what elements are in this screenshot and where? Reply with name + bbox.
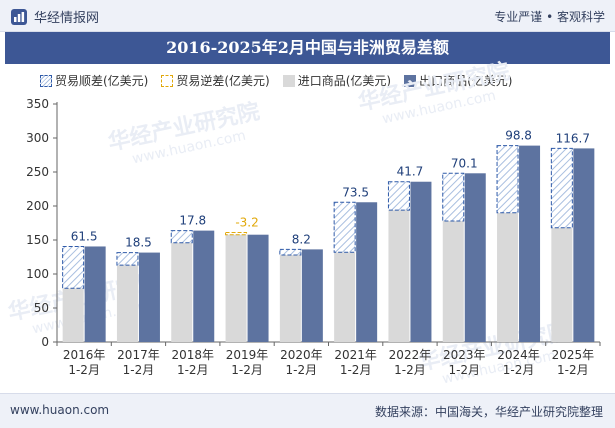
footer-bar: www.huaon.com 数据来源：中国海关，华经产业研究院整理: [0, 393, 615, 428]
balance-label: 17.8: [179, 214, 206, 228]
legend-item-import: 进口商品(亿美元): [282, 72, 392, 89]
export-bar: [573, 148, 595, 342]
y-tick-label: 300: [26, 131, 49, 145]
import-bar: [497, 212, 519, 342]
legend-item-surplus: 贸易顺差(亿美元): [40, 72, 148, 89]
y-tick-label: 200: [26, 199, 49, 213]
x-tick-label: 2019年: [226, 348, 269, 362]
x-tick-label: 1-2月: [177, 363, 209, 377]
y-tick-label: 50: [34, 301, 49, 315]
x-tick-label: 2020年: [280, 348, 323, 362]
y-tick-label: 100: [26, 267, 49, 281]
x-tick-label: 1-2月: [286, 363, 318, 377]
chart-legend: 贸易顺差(亿美元) 贸易逆差(亿美元) 进口商品(亿美元) 出口商品(亿美元): [40, 72, 526, 89]
surplus-bar: [279, 248, 302, 256]
export-bar: [464, 173, 486, 342]
brand-name: 华经情报网: [34, 11, 100, 26]
x-tick-label: 1-2月: [503, 363, 535, 377]
tagline: 专业严谨 • 客观科学: [494, 10, 605, 24]
balance-label: 70.1: [451, 156, 478, 170]
legend-label-export: 出口商品(亿美元): [419, 74, 513, 88]
import-bar: [225, 232, 247, 342]
footer-source: 数据来源：中国海关，华经产业研究院整理: [374, 405, 603, 419]
legend-swatch-export: [404, 74, 417, 87]
y-tick-label: 250: [26, 165, 49, 179]
legend-swatch-surplus: [40, 74, 52, 87]
legend-label-surplus: 贸易顺差(亿美元): [55, 74, 149, 88]
balance-label: 61.5: [71, 229, 98, 243]
x-tick-label: 1-2月: [231, 363, 263, 377]
surplus-bar: [550, 147, 573, 229]
y-tick-label: 150: [26, 233, 49, 247]
chart-bars: [62, 145, 595, 342]
export-bar: [138, 252, 160, 342]
x-tick-label: 1-2月: [340, 363, 372, 377]
x-tick-label: 2016年: [63, 348, 106, 362]
import-bar: [551, 227, 573, 342]
surplus-bar: [442, 172, 465, 222]
chart-title: 2016-2025年2月中国与非洲贸易差额: [166, 38, 449, 57]
y-tick-label: 0: [41, 335, 49, 349]
legend-label-deficit: 贸易逆差(亿美元): [176, 74, 270, 88]
surplus-bar: [116, 252, 139, 266]
chart-labels: 61.5 18.5 17.8 -3.2 8.2 73.5 41.7 70.1 98.8 116.7: [71, 129, 590, 250]
surplus-bar: [333, 201, 356, 253]
balance-label: -3.2: [235, 216, 258, 230]
x-tick-label: 2018年: [171, 348, 214, 362]
chart-title-bar: 2016-2025年2月中国与非洲贸易差额: [5, 32, 610, 64]
import-bar: [279, 254, 301, 342]
x-tick-label: 2025年: [552, 348, 595, 362]
export-bar: [193, 230, 215, 342]
legend-swatch-import: [282, 74, 295, 87]
surplus-bar: [387, 181, 410, 211]
export-bar: [301, 249, 323, 342]
deficit-bar: [225, 232, 248, 236]
legend-label-import: 进口商品(亿美元): [297, 74, 392, 88]
x-tick-label: 1-2月: [123, 363, 155, 377]
balance-label: 98.8: [505, 129, 532, 143]
import-bar: [334, 252, 356, 342]
chart-axes: 0501001502002503003502016年1-2月2017年1-2月2…: [26, 97, 601, 377]
top-header-bar: 华经情报网 专业严谨 • 客观科学: [0, 0, 615, 32]
surplus-bar: [496, 145, 519, 214]
y-tick-label: 350: [26, 97, 49, 111]
export-bar: [247, 234, 269, 342]
balance-label: 116.7: [556, 131, 590, 145]
surplus-bar: [62, 245, 85, 289]
footer-website: www.huaon.com: [10, 403, 110, 417]
export-bar: [519, 145, 541, 342]
balance-label: 41.7: [397, 165, 424, 179]
export-bar: [356, 202, 378, 342]
import-bar: [116, 265, 138, 342]
x-tick-label: 2017年: [117, 348, 160, 362]
x-tick-label: 1-2月: [448, 363, 480, 377]
x-tick-label: 2021年: [334, 348, 377, 362]
import-bar: [171, 242, 193, 342]
legend-item-export: 出口商品(亿美元): [404, 72, 513, 89]
export-bar: [410, 181, 432, 342]
balance-label: 18.5: [125, 236, 152, 250]
balance-label: 73.5: [342, 185, 369, 199]
x-tick-label: 1-2月: [557, 363, 589, 377]
x-tick-label: 2023年: [443, 348, 486, 362]
import-bar: [442, 220, 464, 342]
x-tick-label: 1-2月: [394, 363, 426, 377]
surplus-bar: [170, 230, 193, 244]
import-bar: [62, 288, 84, 342]
balance-label: 8.2: [292, 232, 311, 246]
x-tick-label: 2024年: [497, 348, 540, 362]
legend-item-deficit: 贸易逆差(亿美元): [161, 72, 270, 89]
x-tick-label: 2022年: [389, 348, 432, 362]
brand: 华经情报网: [10, 7, 99, 26]
export-bar: [84, 246, 106, 342]
import-bar: [388, 210, 410, 342]
legend-swatch-deficit: [161, 74, 174, 87]
brand-logo-icon: [11, 8, 27, 25]
x-tick-label: 1-2月: [68, 363, 100, 377]
